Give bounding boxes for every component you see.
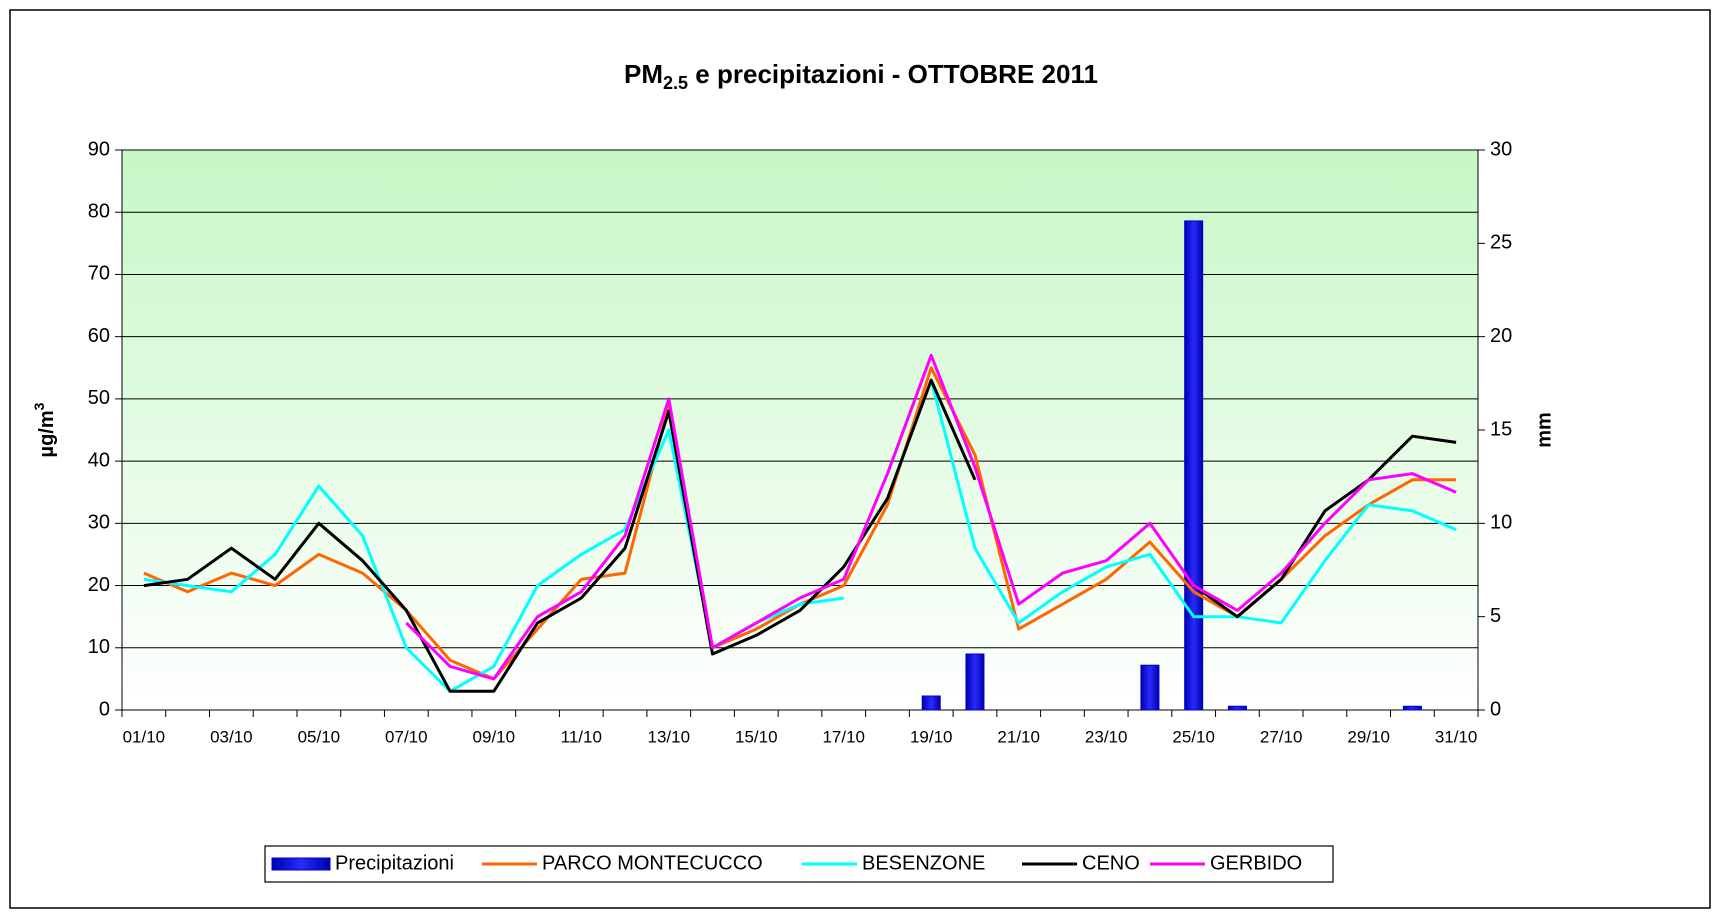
legend-label: BESENZONE [862,852,985,874]
y-axis-label: µg/m3 [31,402,59,457]
x-tick-label: 21/10 [997,727,1040,746]
y-label-main: µg/m [36,410,58,457]
chart-title: PM2.5 e precipitazioni - OTTOBRE 2011 [624,59,1098,93]
y2-tick-label: 10 [1490,512,1512,534]
y2-tick-label: 15 [1490,418,1512,440]
y-tick-label: 50 [88,387,110,409]
line-series [405,353,1457,681]
x-tick-label: 31/10 [1435,727,1478,746]
line-series [143,378,1457,693]
y-tick-label: 90 [88,138,110,160]
x-tick-label: 23/10 [1085,727,1128,746]
y2-tick-label: 5 [1490,605,1501,627]
bar [921,695,941,711]
x-tick-label: 25/10 [1172,727,1215,746]
y2-tick-label: 25 [1490,232,1512,254]
y-tick-label: 40 [88,449,110,471]
x-tick-label: 01/10 [123,727,166,746]
x-tick-label: 03/10 [210,727,253,746]
y-tick-label: 20 [88,574,110,596]
legend-label: PARCO MONTECUCCO [542,852,763,874]
y-tick-label: 30 [88,512,110,534]
y-tick-label: 0 [99,698,110,720]
y2-tick-label: 30 [1490,138,1512,160]
x-tick-label: 17/10 [822,727,865,746]
x-tick-label: 11/10 [561,727,602,746]
y-label-sup: 3 [31,402,47,410]
plot-area [122,150,1478,710]
bar [1402,705,1422,711]
y-tick-label: 10 [88,636,110,658]
y2-axis-label: mm [1533,412,1555,448]
x-tick-label: 07/10 [385,727,428,746]
bar [1140,664,1160,711]
x-tick-label: 19/10 [910,727,953,746]
x-tick-label: 27/10 [1260,727,1303,746]
y-tick-label: 70 [88,263,110,285]
x-tick-label: 09/10 [473,727,516,746]
bar [1227,705,1247,711]
y2-tick-label: 20 [1490,325,1512,347]
y2-tick-label: 0 [1490,698,1501,720]
bar [1184,220,1204,711]
title-main: PM [624,59,663,89]
title-sub: 2.5 [663,73,688,93]
x-tick-label: 13/10 [648,727,691,746]
x-tick-label: 05/10 [298,727,341,746]
x-tick-label: 29/10 [1347,727,1390,746]
y-tick-label: 80 [88,201,110,223]
x-tick-label: 15/10 [735,727,778,746]
bar [965,653,985,711]
title-rest: e precipitazioni - OTTOBRE 2011 [688,59,1098,89]
legend-label: Precipitazioni [335,852,454,874]
legend-label: CENO [1082,852,1140,874]
legend-swatch [271,857,331,871]
legend-label: GERBIDO [1210,852,1302,874]
y-tick-label: 60 [88,325,110,347]
